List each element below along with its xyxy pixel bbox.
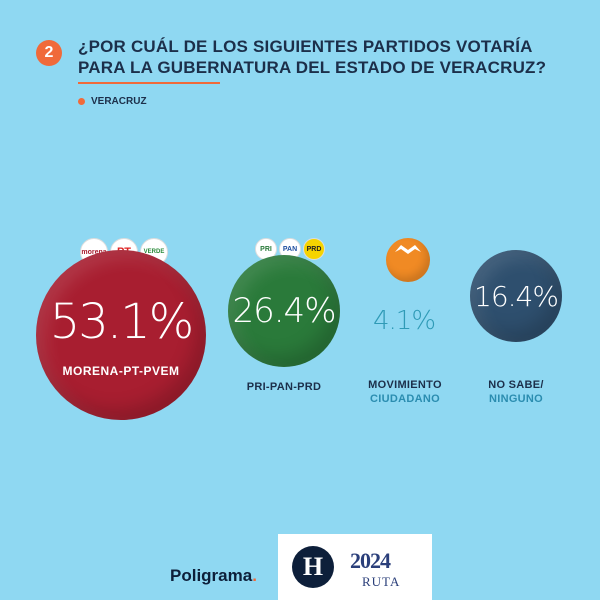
label-no-sabe: NO SABE/ NINGUNO [460,378,572,406]
bubble-pri-pan-prd: 26.4% [228,255,340,367]
heraldo-h-logo-icon: H [292,546,334,588]
footer-logo-box: H 2024 RUTA [278,534,432,600]
label-pri-pan-prd: PRI-PAN-PRD [246,381,322,393]
label-ns-line2: NINGUNO [488,393,544,405]
region-legend: VERACRUZ [78,96,147,107]
movimiento-ciudadano-logo-icon [386,238,430,282]
ruta-year: 2024 [350,548,391,573]
value-movimiento-ciudadano: 4.1% [373,306,436,336]
prd-logo-icon: PRD [303,238,325,260]
ruta-word: RUTA [362,574,401,589]
value-morena-pt-pvem: 53.1% [49,294,194,350]
label-mc-line2: CIUDADANO [370,393,440,405]
region-label: VERACRUZ [91,96,147,107]
value-pri-pan-prd: 26.4% [232,291,336,331]
question-title: ¿POR CUÁL DE LOS SIGUIENTES PARTIDOS VOT… [78,37,547,77]
brand-dot: . [252,566,257,585]
poligrama-logo: Poligrama. [170,566,257,586]
region-dot-icon [78,98,85,105]
brand-name: Poligrama [170,566,253,585]
label-mc-line1: MOVIMIENTO [368,379,442,391]
bubble-morena-pt-pvem: 53.1% MORENA-PT-PVEM [36,250,206,420]
label-ns-line1: NO SABE/ [488,379,544,391]
pri-pan-prd-logos: PRI PAN PRD [255,238,325,260]
label-movimiento-ciudadano: MOVIMIENTO CIUDADANO [345,378,465,406]
label-morena-pt-pvem: MORENA-PT-PVEM [62,364,180,378]
title-underline [78,82,220,84]
bubble-no-sabe: 16.4% [470,250,562,342]
question-number-badge: 2 [36,40,62,66]
value-no-sabe: 16.4% [474,279,559,313]
